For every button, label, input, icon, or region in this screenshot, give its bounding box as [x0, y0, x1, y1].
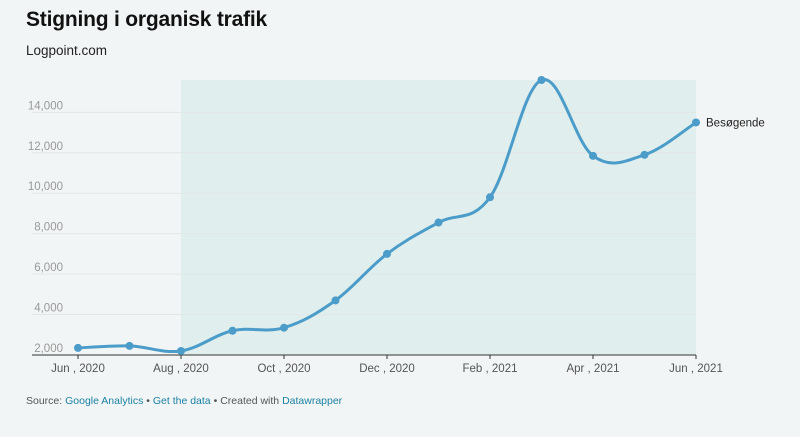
x-tick-label: Jun , 2020: [51, 363, 105, 375]
y-tick-label: 14,000: [28, 100, 63, 112]
footer-separator: •: [146, 395, 150, 407]
y-tick-label: 2,000: [34, 343, 63, 355]
x-tick-label: Oct , 2020: [257, 363, 310, 375]
y-tick-label: 10,000: [28, 181, 63, 193]
y-tick-label: 8,000: [34, 222, 63, 234]
source-link[interactable]: Google Analytics: [65, 395, 144, 407]
x-tick-label: Apr , 2021: [566, 363, 619, 375]
data-point: [692, 118, 700, 127]
data-point: [537, 76, 546, 84]
datawrapper-link[interactable]: Datawrapper: [282, 395, 343, 407]
data-point: [177, 346, 185, 355]
chart-footer: Source: Google Analytics • Get the data …: [26, 395, 342, 407]
series-label: Besøgende: [706, 117, 765, 129]
created-with-label: Created with: [220, 395, 280, 407]
data-point: [228, 326, 237, 335]
data-point: [331, 296, 340, 305]
data-point: [434, 218, 443, 227]
data-point: [280, 323, 288, 332]
x-tick-label: Feb , 2021: [463, 363, 518, 375]
source-label: Source:: [26, 395, 63, 407]
data-point: [486, 193, 494, 202]
y-tick-label: 4,000: [34, 303, 63, 315]
footer-separator: •: [213, 395, 218, 407]
data-point: [74, 343, 82, 352]
data-point: [589, 151, 597, 160]
highlight-band: [181, 80, 696, 355]
x-tick-label: Jun , 2021: [669, 363, 723, 375]
x-tick-label: Aug , 2020: [153, 363, 209, 375]
data-point: [125, 341, 134, 350]
data-point: [383, 249, 391, 258]
chart-title: Stigning i organisk trafik: [26, 8, 267, 31]
data-point: [640, 150, 649, 159]
get-the-data-link[interactable]: Get the data: [152, 395, 211, 407]
x-tick-label: Dec , 2020: [359, 363, 415, 375]
y-tick-label: 12,000: [28, 141, 63, 153]
chart-subtitle: Logpoint.com: [26, 43, 108, 58]
y-tick-label: 6,000: [34, 262, 63, 274]
